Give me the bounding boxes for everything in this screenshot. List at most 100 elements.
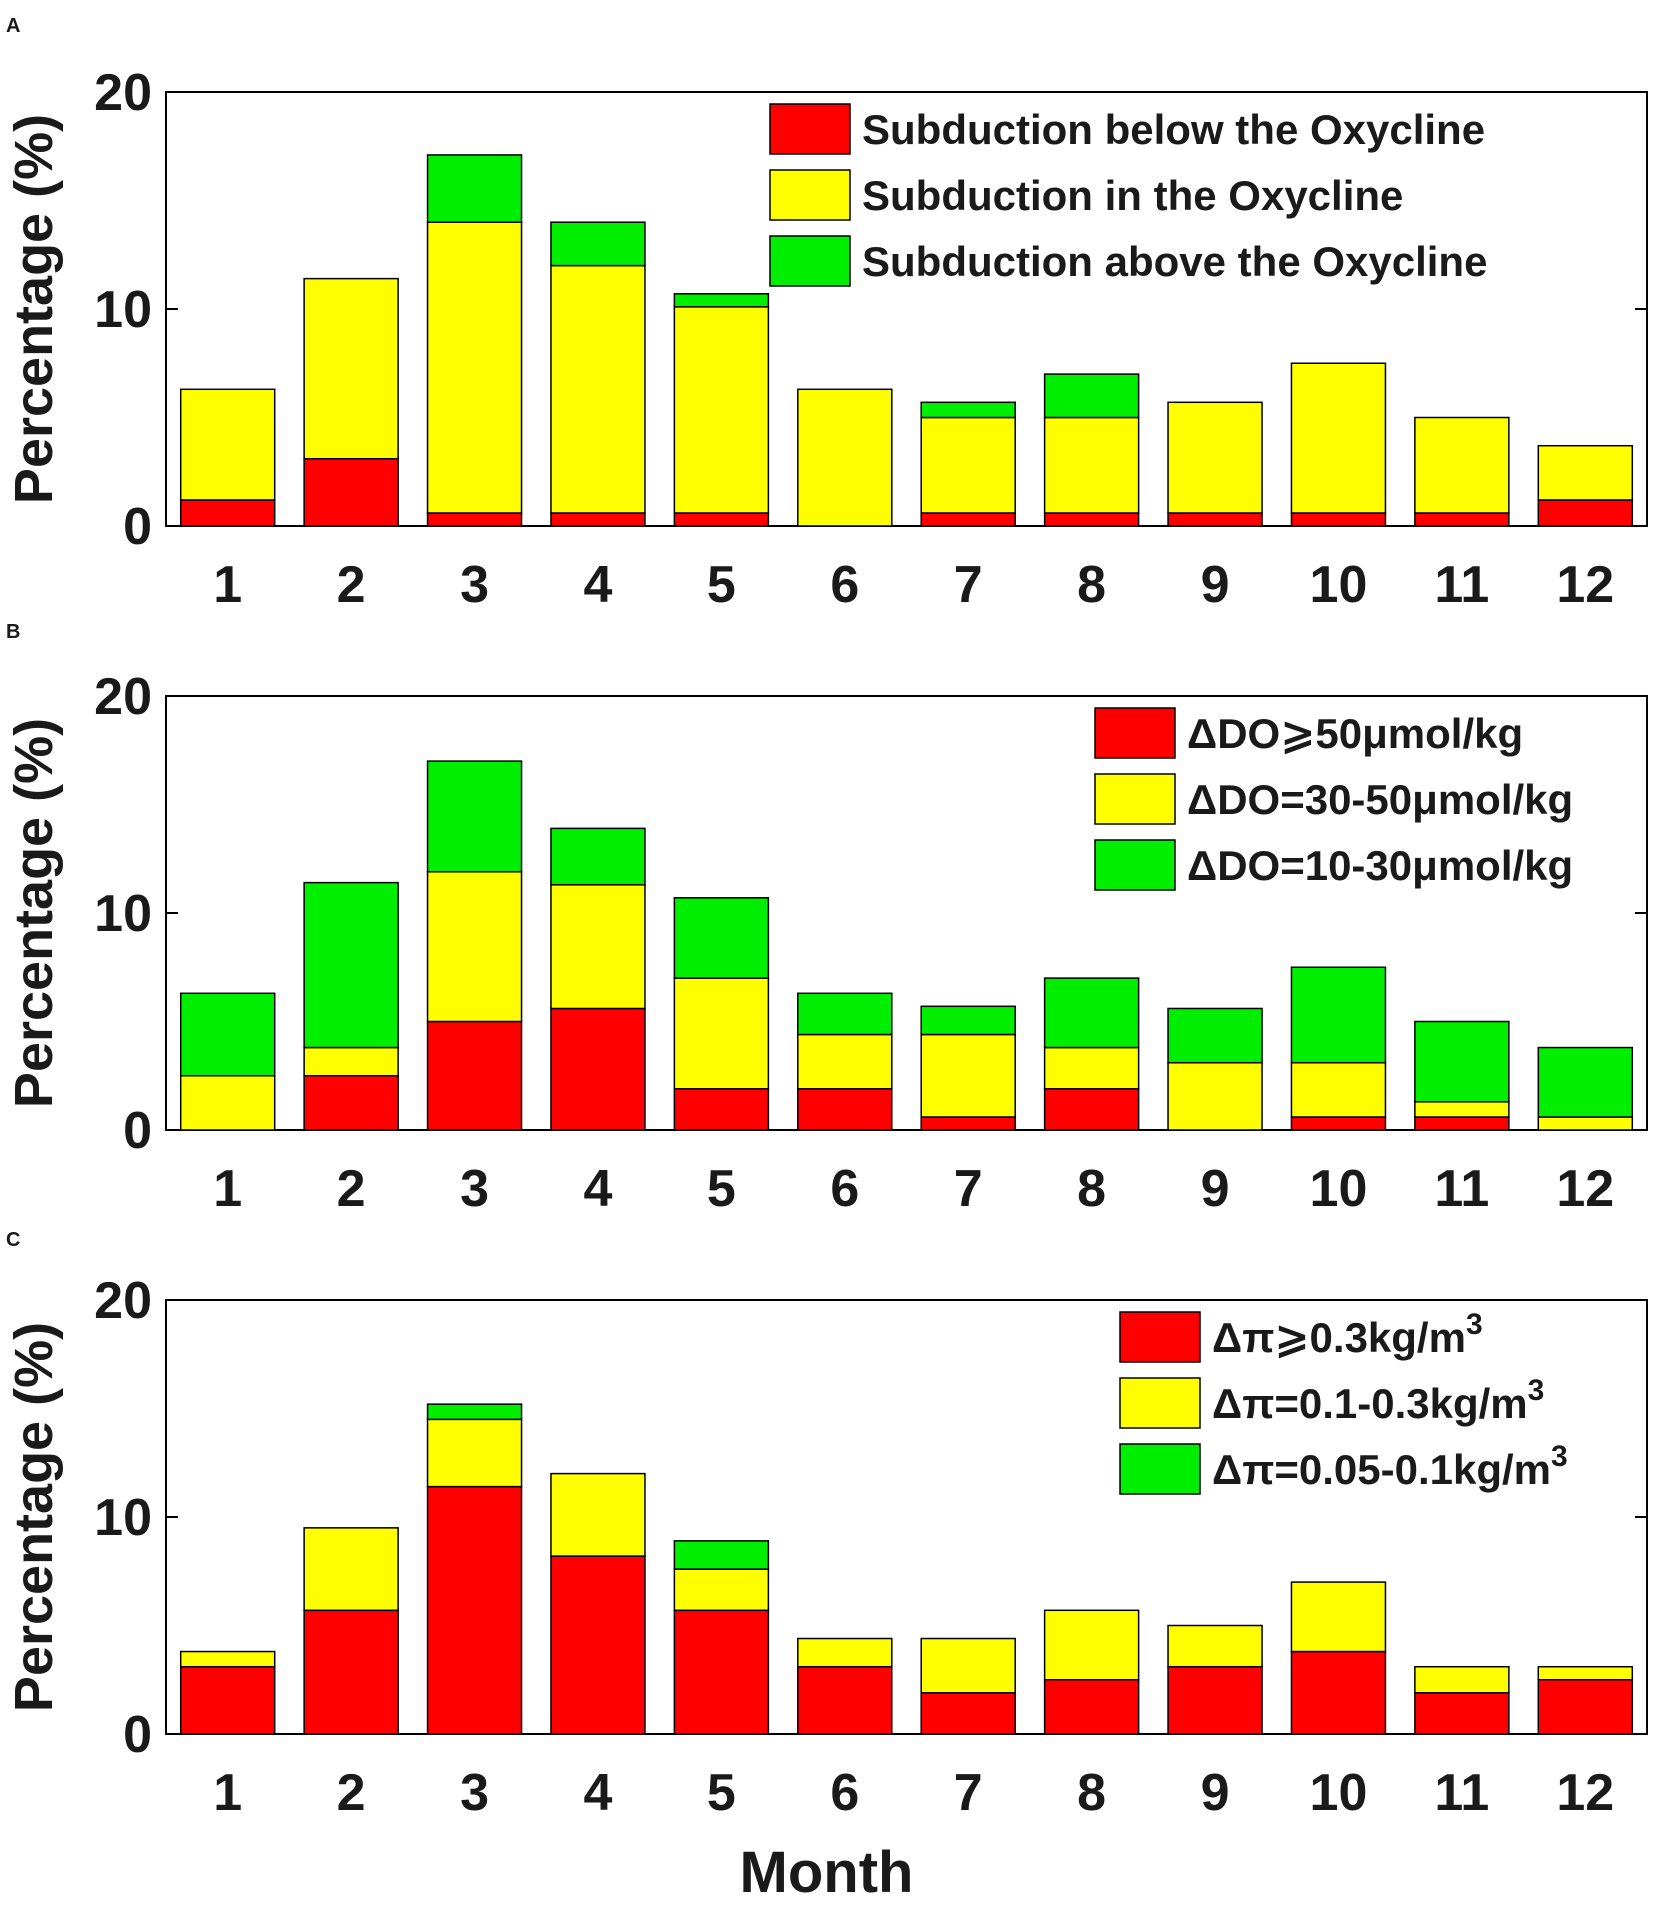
x-tick-label: 5 (707, 556, 736, 614)
bar-segment-m9-s2 (1167, 1061, 1263, 1131)
y-tick-label: 10 (94, 1489, 152, 1547)
bar-segment-m5-s1 (673, 1088, 770, 1131)
legend-swatch (1094, 707, 1176, 759)
y-tick-label: 20 (94, 1272, 152, 1330)
x-tick-label: 5 (707, 1764, 736, 1822)
legend-label: Δπ⩾0.3kg/m3 (1212, 1308, 1483, 1361)
x-tick-label: 5 (707, 1160, 736, 1218)
bar-segment-m3-s3 (426, 1403, 523, 1421)
bar-segment-m11-s1 (1414, 512, 1510, 527)
bar-segment-m9-s1 (1167, 1665, 1263, 1735)
x-tick-label: 8 (1077, 1764, 1106, 1822)
bar-segment-m9-s2 (1167, 1624, 1263, 1668)
bar-segment-m4-s2 (550, 884, 646, 1010)
legend-superscript: 3 (1551, 1440, 1568, 1473)
bar-segment-m3-s2 (426, 871, 523, 1023)
bar-segment-m7-s1 (920, 1116, 1016, 1131)
bar-segment-m6-s1 (797, 1088, 893, 1131)
bar-segment-m2-s2 (303, 1527, 399, 1612)
panel-letter: B (6, 621, 20, 643)
x-tick-label: 9 (1201, 1764, 1230, 1822)
legend-label: Subduction in the Oxycline (862, 172, 1403, 219)
bar-segment-m12-s2 (1537, 444, 1634, 501)
bar-segment-m5-s2 (673, 1568, 770, 1612)
bar-segment-m6-s1 (797, 1665, 893, 1735)
x-tick-label: 3 (460, 1764, 489, 1822)
bar-segment-m6-s2 (797, 388, 893, 527)
x-tick-label: 2 (337, 556, 366, 614)
bar-segment-m9-s2 (1167, 401, 1263, 514)
x-tick-label: 12 (1556, 556, 1614, 614)
x-tick-label: 3 (460, 556, 489, 614)
bar-segment-m7-s1 (920, 1692, 1016, 1735)
bar-segment-m11-s3 (1414, 1020, 1510, 1103)
x-tick-label: 1 (213, 556, 242, 614)
bar-segment-m10-s3 (1290, 966, 1387, 1064)
bar-segment-m5-s3 (673, 897, 770, 979)
y-tick-label: 10 (94, 281, 152, 339)
bar-segment-m1-s2 (179, 388, 276, 501)
bar-segment-m3-s2 (426, 1418, 523, 1488)
x-tick-label: 3 (460, 1160, 489, 1218)
legend-superscript: 3 (1466, 1308, 1483, 1341)
bar-segment-m2-s2 (303, 277, 399, 460)
bar-segment-m1-s2 (179, 1075, 276, 1131)
x-tick-label: 4 (583, 556, 612, 614)
y-axis-label: Percentage (%) (4, 718, 64, 1108)
bar-segment-m5-s2 (673, 306, 770, 514)
bar-segment-m10-s2 (1290, 1061, 1387, 1118)
x-tick-label: 6 (830, 1764, 859, 1822)
bar-segment-m4-s2 (550, 1472, 646, 1557)
x-tick-label: 9 (1201, 556, 1230, 614)
bar-segment-m8-s2 (1043, 1609, 1140, 1681)
y-tick-label: 0 (123, 498, 152, 556)
legend-label: Subduction above the Oxycline (862, 238, 1487, 285)
legend-label: ΔDO=30-50μmol/kg (1187, 776, 1573, 823)
legend-swatch (769, 103, 851, 155)
bar-segment-m7-s3 (920, 401, 1016, 419)
bar-segment-m9-s3 (1167, 1007, 1263, 1064)
x-tick-label: 10 (1310, 1160, 1368, 1218)
bar-segment-m5-s2 (673, 977, 770, 1090)
bar-segment-m3-s1 (426, 1485, 523, 1735)
panel-letter: A (6, 15, 20, 37)
x-tick-label: 1 (213, 1160, 242, 1218)
x-tick-label: 9 (1201, 1160, 1230, 1218)
y-tick-label: 20 (94, 64, 152, 122)
bar-segment-m6-s3 (797, 992, 893, 1036)
bar-segment-m7-s1 (920, 512, 1016, 527)
legend-swatch (769, 235, 851, 287)
bar-segment-m8-s1 (1043, 1679, 1140, 1735)
x-tick-label: 8 (1077, 556, 1106, 614)
x-tick-label: 6 (830, 1160, 859, 1218)
bar-segment-m10-s2 (1290, 1581, 1387, 1653)
bar-segment-m12-s3 (1537, 1046, 1634, 1118)
bar-segment-m8-s3 (1043, 373, 1140, 419)
bar-segment-m9-s1 (1167, 512, 1263, 527)
bar-segment-m3-s3 (426, 154, 523, 223)
x-tick-label: 12 (1556, 1160, 1614, 1218)
legend-label: Subduction below the Oxycline (862, 106, 1485, 153)
bar-segment-m3-s3 (426, 760, 523, 873)
bar-segment-m1-s3 (179, 992, 276, 1077)
legend-label: Δπ=0.05-0.1kg/m3 (1212, 1440, 1568, 1493)
legend-swatch (769, 169, 851, 221)
bar-segment-m3-s1 (426, 1020, 523, 1131)
bar-segment-m7-s2 (920, 1637, 1016, 1694)
bar-segment-m8-s2 (1043, 416, 1140, 514)
bar-segment-m4-s2 (550, 264, 646, 514)
x-tick-label: 11 (1434, 1764, 1489, 1822)
bar-segment-m1-s1 (179, 499, 276, 527)
bar-segment-m5-s3 (673, 1540, 770, 1570)
legend-superscript: 3 (1528, 1374, 1545, 1407)
bar-segment-m6-s2 (797, 1637, 893, 1668)
bar-segment-m2-s3 (303, 881, 399, 1049)
x-tick-label: 8 (1077, 1160, 1106, 1218)
x-tick-label: 11 (1434, 556, 1489, 614)
bar-segment-m5-s1 (673, 512, 770, 527)
x-tick-label: 2 (337, 1764, 366, 1822)
y-tick-label: 0 (123, 1706, 152, 1764)
legend-label: ΔDO⩾50μmol/kg (1187, 710, 1523, 757)
